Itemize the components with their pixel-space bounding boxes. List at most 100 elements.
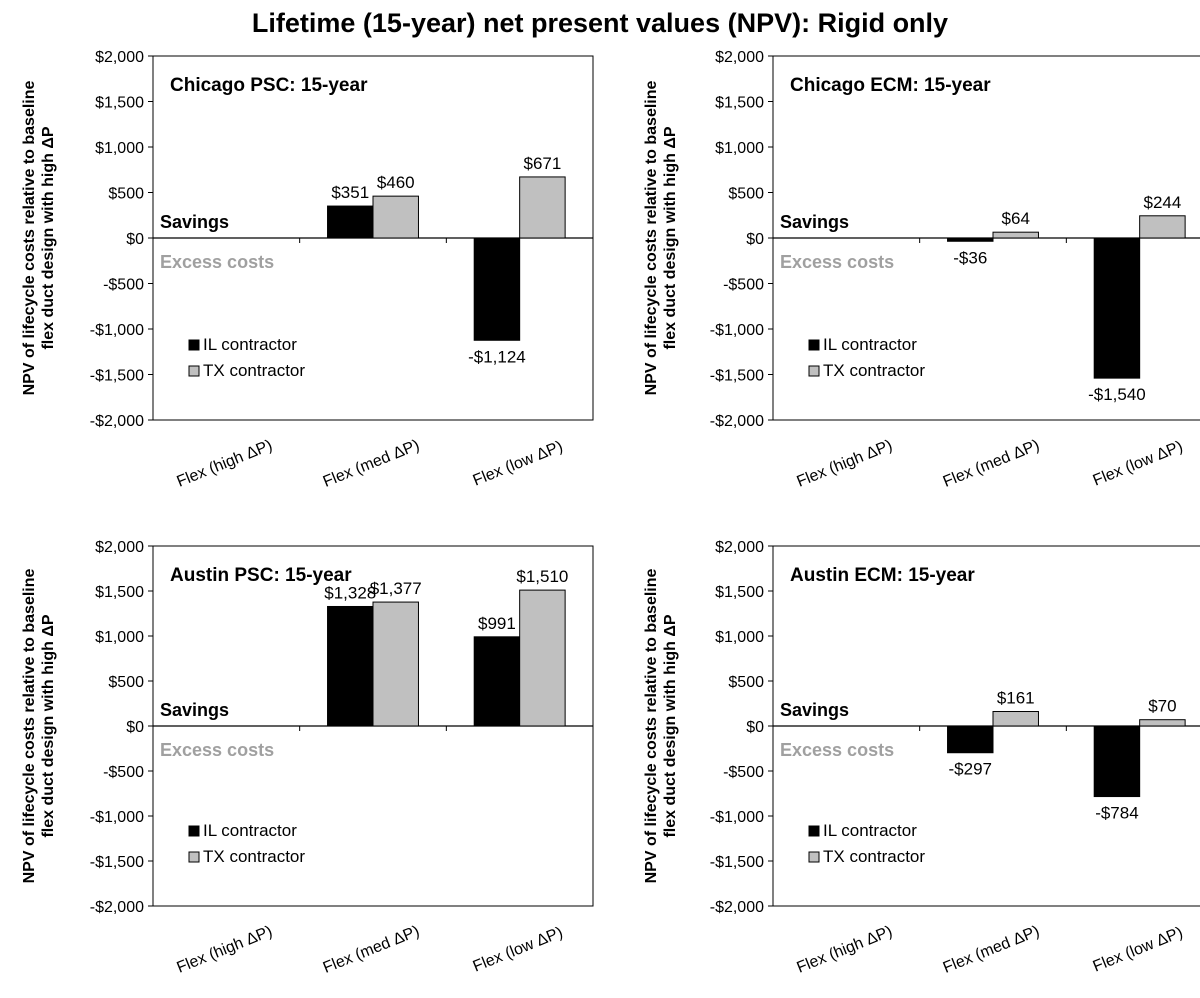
- y-tick-label: -$500: [723, 277, 764, 294]
- panel-title: Chicago ECM: 15-year: [790, 75, 991, 96]
- chart-panel-chicago-ecm: $2,000 $1,500 $1,000 $500 $0 -$500 -$1,000 -$1,…: [640, 44, 1200, 520]
- x-category-label: Flex (med ΔP): [941, 923, 1042, 977]
- bar: [947, 725, 994, 754]
- bar: [1139, 719, 1186, 727]
- legend-entry: TX contractor: [823, 361, 925, 380]
- y-tick-label: $500: [728, 186, 764, 203]
- excess-costs-label: Excess costs: [780, 740, 894, 760]
- legend-entry: IL contractor: [823, 821, 917, 840]
- data-label: $64: [1002, 209, 1030, 228]
- data-label: $70: [1148, 697, 1176, 716]
- data-label: $1,510: [516, 567, 568, 586]
- data-label: $1,328: [324, 583, 376, 602]
- x-category-label: Flex (low ΔP): [1091, 924, 1186, 975]
- data-label: -$297: [949, 760, 992, 779]
- savings-label: Savings: [780, 700, 849, 720]
- bar: [1093, 725, 1141, 798]
- legend-entry: IL contractor: [203, 821, 297, 840]
- y-tick-label: $0: [746, 719, 764, 736]
- legend-entry: IL contractor: [823, 335, 917, 354]
- data-label: -$1,124: [468, 347, 526, 366]
- chart-svg: $2,000 $1,500 $1,000 $500 $0 -$500 -$1,000 -$1,…: [21, 49, 594, 491]
- data-label: -$36: [953, 248, 987, 267]
- y-tick-label: $2,000: [95, 539, 144, 556]
- x-category-label: Flex (high ΔP): [174, 437, 274, 491]
- y-tick-label: $2,000: [715, 49, 764, 66]
- x-category-label: Flex (med ΔP): [321, 437, 422, 491]
- data-label: $460: [377, 173, 415, 192]
- bar: [519, 589, 566, 727]
- bar: [519, 176, 566, 239]
- y-axis-label-line: NPV of lifecycle costs relative to basel…: [21, 569, 38, 884]
- chart-panel-austin-ecm: $2,000 $1,500 $1,000 $500 $0 -$500 -$1,000 -$1,…: [640, 532, 1200, 998]
- y-axis-label-line: flex duct design with high ΔP: [662, 126, 679, 349]
- y-tick-label: -$1,500: [90, 368, 144, 385]
- y-tick-label: -$500: [723, 764, 764, 781]
- y-tick-label: -$2,000: [710, 899, 764, 916]
- x-category-label: Flex (low ΔP): [471, 924, 566, 975]
- panel-title: Austin ECM: 15-year: [790, 565, 975, 586]
- bar: [327, 205, 374, 239]
- legend-swatch: [808, 339, 820, 351]
- y-tick-label: $1,000: [95, 629, 144, 646]
- legend-entry: TX contractor: [203, 361, 305, 380]
- excess-costs-label: Excess costs: [160, 740, 274, 760]
- y-tick-label: $1,500: [715, 95, 764, 112]
- y-tick-label: -$1,000: [90, 809, 144, 826]
- bar: [372, 601, 419, 727]
- x-category-label: Flex (high ΔP): [794, 923, 894, 977]
- y-tick-label: $2,000: [95, 49, 144, 66]
- savings-label: Savings: [160, 700, 229, 720]
- y-tick-label: -$1,500: [90, 854, 144, 871]
- data-label: $671: [523, 154, 561, 173]
- y-axis-label: NPV of lifecycle costs relative to basel…: [21, 569, 57, 884]
- y-tick-label: -$2,000: [90, 413, 144, 430]
- y-tick-label: $0: [126, 231, 144, 248]
- y-axis-label: NPV of lifecycle costs relative to basel…: [643, 569, 679, 884]
- data-label: $244: [1143, 193, 1181, 212]
- bar: [947, 237, 994, 242]
- y-tick-label: -$500: [103, 764, 144, 781]
- y-tick-label: $1,500: [95, 95, 144, 112]
- x-category-label: Flex (high ΔP): [794, 437, 894, 491]
- excess-costs-label: Excess costs: [160, 252, 274, 272]
- legend-swatch: [808, 365, 820, 377]
- chart-main-title: Lifetime (15-year) net present values (N…: [251, 8, 949, 38]
- y-axis-label: NPV of lifecycle costs relative to basel…: [21, 81, 57, 396]
- y-tick-label: $0: [746, 231, 764, 248]
- legend-swatch: [188, 365, 200, 377]
- y-axis-label-line: NPV of lifecycle costs relative to basel…: [643, 569, 660, 884]
- legend-swatch: [188, 825, 200, 837]
- y-tick-label: $500: [108, 674, 144, 691]
- y-tick-label: -$1,500: [710, 854, 764, 871]
- y-axis-label-line: flex duct design with high ΔP: [662, 614, 679, 837]
- y-tick-label: $1,500: [95, 584, 144, 601]
- savings-label: Savings: [160, 212, 229, 232]
- y-tick-label: -$2,000: [710, 413, 764, 430]
- y-tick-label: -$500: [103, 277, 144, 294]
- y-tick-label: $1,000: [715, 629, 764, 646]
- x-category-label: Flex (med ΔP): [321, 923, 422, 977]
- bar: [1139, 215, 1186, 239]
- y-tick-label: -$1,000: [90, 322, 144, 339]
- y-tick-label: $1,000: [715, 140, 764, 157]
- y-tick-label: $2,000: [715, 539, 764, 556]
- chart-svg: $2,000 $1,500 $1,000 $500 $0 -$500 -$1,000 -$1,…: [643, 539, 1200, 977]
- y-tick-label: $1,500: [715, 584, 764, 601]
- y-axis-label-line: flex duct design with high ΔP: [40, 126, 57, 349]
- y-axis-label: NPV of lifecycle costs relative to basel…: [643, 81, 679, 396]
- bar: [327, 605, 374, 727]
- legend-entry: IL contractor: [203, 335, 297, 354]
- data-label: $161: [997, 689, 1035, 708]
- bar: [992, 711, 1039, 727]
- bar: [473, 237, 521, 341]
- data-label: $351: [331, 183, 369, 202]
- bar: [372, 195, 419, 239]
- data-label: $1,377: [370, 579, 422, 598]
- legend-entry: TX contractor: [203, 847, 305, 866]
- x-category-label: Flex (low ΔP): [471, 438, 566, 489]
- panel-title: Austin PSC: 15-year: [170, 565, 352, 586]
- y-tick-label: -$1,000: [710, 322, 764, 339]
- panel-title: Chicago PSC: 15-year: [170, 75, 368, 96]
- legend-entry: TX contractor: [823, 847, 925, 866]
